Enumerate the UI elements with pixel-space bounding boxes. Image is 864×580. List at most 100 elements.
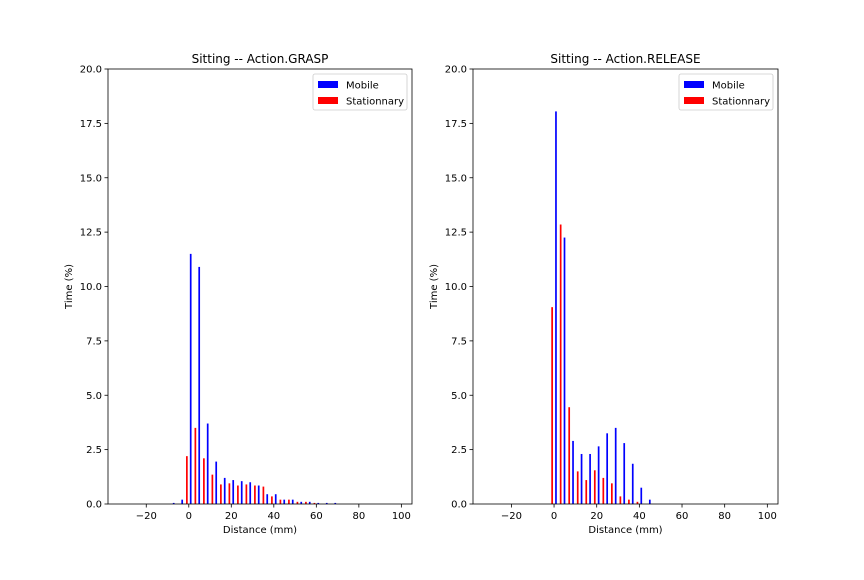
bar-stationnary [220, 484, 222, 504]
bar-mobile [291, 499, 294, 504]
legend-swatch-stationnary [684, 97, 704, 104]
legend-label: Stationnary [712, 97, 770, 108]
x-tick-label: 100 [758, 511, 777, 522]
bar-mobile [572, 440, 574, 504]
bar-stationnary [271, 496, 273, 504]
bar-mobile [300, 501, 303, 504]
y-tick-label: 0.0 [86, 500, 102, 511]
bar-stationnary [288, 499, 290, 504]
y-tick-label: 20.0 [80, 65, 102, 76]
bar-mobile [206, 423, 209, 504]
bar-mobile [308, 501, 311, 504]
bar-mobile [563, 237, 566, 504]
bar-mobile [597, 446, 600, 504]
bar-mobile [334, 502, 337, 504]
bar-mobile [317, 502, 320, 504]
bar-stationnary [619, 496, 622, 504]
x-tick-label: 0 [186, 511, 192, 522]
bar-mobile [640, 487, 643, 504]
x-tick-label: 80 [718, 511, 731, 522]
bar-mobile [215, 461, 218, 504]
bar-stationnary [305, 501, 307, 504]
y-tick-label: 20.0 [445, 65, 467, 76]
x-tick-label: 80 [352, 511, 365, 522]
bar-stationnary [576, 471, 579, 505]
bar-stationnary [602, 477, 605, 504]
bar-stationnary [194, 427, 197, 505]
x-axis-label: Distance (mm) [588, 525, 662, 536]
x-axis-label: Distance (mm) [223, 525, 297, 536]
bar-stationnary [628, 499, 630, 504]
x-tick-label: 20 [590, 511, 603, 522]
y-tick-label: 10.0 [445, 282, 467, 293]
y-tick-label: 15.0 [80, 173, 102, 184]
bar-mobile [266, 494, 269, 504]
bar-stationnary [254, 485, 256, 504]
x-tick-label: −20 [501, 511, 522, 522]
y-tick-label: 0.0 [451, 500, 467, 511]
bar-mobile [283, 499, 286, 504]
y-tick-label: 12.5 [445, 228, 467, 239]
y-axis-label: Time (%) [429, 264, 440, 310]
y-tick-label: 2.5 [451, 445, 467, 456]
bar-stationnary [279, 499, 282, 504]
bar-stationnary [211, 474, 214, 504]
legend-swatch-stationnary [318, 97, 338, 104]
bar-mobile [580, 453, 583, 504]
y-tick-label: 7.5 [451, 336, 467, 347]
chart-panel-1: −20 0 20 40 60 80 100 0.0 2.5 5.0 7.5 10.0 12.5 15.0 1… [64, 52, 413, 536]
legend-label: Mobile [712, 81, 745, 92]
y-axis-label: Time (%) [64, 264, 75, 310]
bar-mobile [223, 477, 226, 504]
legend-swatch-mobile [684, 81, 704, 88]
bar-stationnary [568, 407, 571, 504]
y-tick-label: 12.5 [80, 228, 102, 239]
bar-stationnary [559, 224, 562, 504]
bar-stationnary [186, 456, 188, 504]
y-tick-label: 7.5 [86, 336, 102, 347]
bar-stationnary [228, 483, 231, 504]
bar-mobile [606, 433, 609, 504]
x-tick-label: 60 [676, 511, 689, 522]
bar-mobile [181, 499, 184, 504]
chart-title: Sitting -- Action.GRASP [192, 52, 329, 66]
x-tick-label: 20 [225, 511, 238, 522]
x-tick-label: 40 [267, 511, 280, 522]
bar-stationnary [636, 501, 639, 504]
x-tick-label: 0 [551, 511, 557, 522]
bar-mobile [631, 463, 634, 504]
bar-stationnary [551, 307, 553, 504]
x-tick-label: 100 [392, 511, 411, 522]
bar-mobile [198, 266, 201, 504]
legend-label: Mobile [346, 81, 379, 92]
bar-mobile [274, 494, 277, 504]
bar-mobile [240, 481, 243, 504]
legend: Mobile Stationnary [312, 73, 408, 111]
bar-stationnary [611, 483, 613, 504]
y-tick-label: 17.5 [445, 119, 467, 130]
bar-stationnary [245, 484, 248, 504]
bar-stationnary [262, 486, 265, 504]
bar-mobile [257, 485, 260, 504]
bar-mobile [189, 253, 192, 504]
y-tick-label: 10.0 [80, 282, 102, 293]
y-tick-label: 5.0 [451, 391, 467, 402]
chart-panel-2: −20 0 20 40 60 80 100 0.0 2.5 5.0 7.5 10.0 12.5 15.0 1… [429, 52, 779, 536]
bar-stationnary [296, 501, 299, 504]
bar-mobile [172, 502, 175, 504]
bar-mobile [249, 482, 252, 504]
x-tick-label: 40 [633, 511, 646, 522]
y-tick-label: 15.0 [445, 173, 467, 184]
bar-stationnary [203, 458, 205, 504]
legend-label: Stationnary [346, 97, 404, 108]
bar-mobile [555, 111, 557, 504]
y-tick-label: 2.5 [86, 445, 102, 456]
bar-stationnary [585, 480, 588, 504]
x-tick-label: 60 [310, 511, 323, 522]
y-tick-label: 17.5 [80, 119, 102, 130]
bar-mobile [614, 427, 617, 505]
legend: Mobile Stationnary [678, 73, 774, 111]
x-tick-label: −20 [136, 511, 157, 522]
bar-mobile [648, 499, 651, 504]
